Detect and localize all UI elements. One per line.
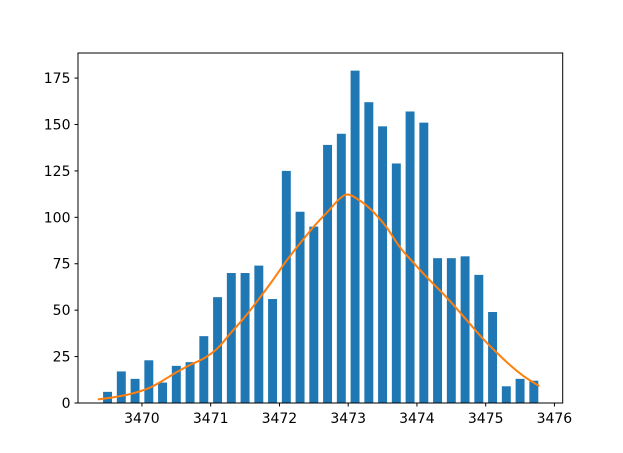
histogram-bar (350, 70, 360, 403)
histogram-bar (488, 312, 498, 403)
histogram-bar (433, 258, 443, 403)
histogram-bar (213, 297, 223, 403)
y-axis: 0 25 50 75 100 125 150 175 (44, 71, 78, 412)
plot-border (77, 52, 564, 404)
histogram-bar (515, 378, 525, 403)
y-tick-label: 0 (62, 396, 71, 412)
histogram-bar (185, 362, 195, 403)
y-tick-label: 125 (44, 164, 71, 180)
x-tick-label: 3470 (124, 411, 160, 427)
histogram-bar (474, 274, 484, 403)
histogram-bar (116, 371, 126, 403)
x-axis: 3470 3471 3472 3473 3474 3475 3476 (124, 403, 572, 427)
x-tick-label: 3471 (193, 411, 229, 427)
histogram-bar (240, 273, 250, 403)
fit-curve (97, 193, 540, 401)
histogram-bar (460, 256, 470, 403)
histogram-bar (281, 170, 291, 403)
histogram-bar (323, 144, 333, 403)
histogram-bar (405, 111, 415, 404)
histogram-bar (446, 258, 456, 403)
x-tick-label: 3472 (262, 411, 298, 427)
histogram-bar (336, 133, 346, 403)
histogram-bar (309, 226, 319, 403)
y-tick-label: 25 (53, 350, 71, 366)
x-tick-label: 3476 (537, 411, 573, 427)
histogram-bar (378, 126, 388, 403)
histogram-bar (144, 360, 154, 403)
histogram-bar (158, 382, 168, 403)
histogram-bar (391, 163, 401, 403)
histogram-bar (419, 122, 429, 403)
histogram-bar (529, 380, 539, 403)
histogram-bars (103, 70, 539, 404)
y-tick-label: 75 (53, 257, 71, 273)
x-tick-label: 3474 (399, 411, 435, 427)
histogram-bar (295, 211, 305, 403)
y-tick-label: 100 (44, 210, 71, 226)
y-tick-label: 50 (53, 303, 71, 319)
histogram-bar (254, 265, 264, 403)
histogram-bar (171, 365, 181, 403)
y-tick-label: 175 (44, 71, 71, 87)
histogram-bar (501, 386, 511, 403)
x-tick-label: 3475 (468, 411, 504, 427)
histogram-bar (364, 102, 374, 403)
y-tick-label: 150 (44, 118, 71, 134)
histogram-bar (130, 378, 140, 403)
histogram-bar (226, 273, 236, 403)
histogram-bar (199, 336, 209, 403)
histogram-bar (268, 299, 278, 403)
x-tick-label: 3473 (330, 411, 366, 427)
